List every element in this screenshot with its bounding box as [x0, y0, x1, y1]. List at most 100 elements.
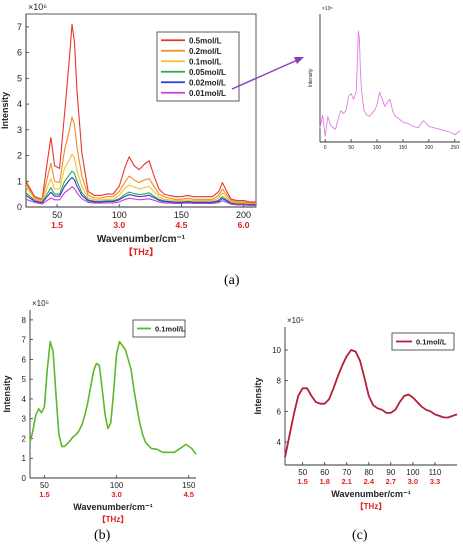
a-y-tick-label: 6 — [17, 48, 22, 58]
c-thz-tick-label: 3.3 — [430, 477, 440, 486]
a-inset-x-tick-label: 200 — [425, 145, 434, 151]
panel-label-a: (a) — [224, 273, 240, 288]
c-y-tick-label: 8 — [277, 377, 282, 386]
a-series-line-3 — [25, 170, 256, 205]
c-legend — [391, 332, 455, 351]
a-y-multiplier: ×10⁶ — [28, 2, 47, 12]
c-y-tick-label: 6 — [277, 407, 282, 416]
c-y-axis-label: Intensity — [253, 377, 263, 414]
a-inset-series-line-0 — [319, 30, 461, 137]
c-series-line-0 — [284, 349, 458, 458]
a-series-line-2 — [25, 153, 256, 205]
a-inset-x-tick-label: 0 — [324, 145, 327, 151]
b-y-multiplier: ×10⁵ — [32, 299, 49, 308]
c-y-tick-label: 4 — [277, 438, 282, 447]
a-inset-x-tick-label: 150 — [399, 145, 408, 151]
chart-b: 0 1 2 3 4 5 6 7 8 50 100 150 1.5 3.0 4.5 ×10⁵ Intensity W… — [2, 299, 197, 524]
inset-pointer-arrowhead — [294, 57, 304, 64]
panel-label-c: (c) — [352, 528, 368, 543]
b-legend — [132, 319, 186, 338]
b-x-tick-label: 50 — [40, 481, 49, 490]
panel-label-b: (b) — [94, 528, 111, 543]
b-y-tick-label: 3 — [22, 415, 27, 424]
b-y-tick-label: 2 — [22, 434, 27, 443]
c-x-tick-label: 60 — [320, 468, 329, 477]
c-x-tick-label: 80 — [364, 468, 373, 477]
a-thz-tick-label: 6.0 — [238, 220, 250, 230]
a-thz-tick-label: 1.5 — [51, 220, 63, 230]
a-x-tick-label: 200 — [236, 210, 251, 220]
a-x-tick-label: 100 — [112, 210, 127, 220]
a-series-line-1 — [25, 116, 256, 204]
c-legend-label: 0.1mol/L — [416, 338, 447, 347]
a-thz-axis-label: 【THz】 — [124, 247, 159, 257]
c-thz-tick-label: 1.8 — [319, 477, 329, 486]
b-y-tick-label: 0 — [22, 474, 27, 483]
a-y-tick-label: 5 — [17, 73, 22, 83]
a-inset-x-tick-label: 250 — [451, 145, 460, 151]
a-inset-x-tick-label: 50 — [348, 145, 354, 151]
a-y-tick-label: 1 — [17, 176, 22, 186]
a-series-line-5 — [25, 186, 256, 207]
a-series-line-4 — [25, 176, 256, 206]
b-thz-axis-label: 【THz】 — [98, 514, 129, 524]
a-inset-x-tick-label: 100 — [373, 145, 382, 151]
c-x-tick-label: 70 — [342, 468, 351, 477]
b-y-tick-label: 6 — [22, 355, 27, 364]
a-legend-label: 0.02mol/L — [189, 78, 226, 87]
a-y-axis-label: Intensity — [0, 92, 10, 129]
a-y-tick-label: 4 — [17, 99, 22, 109]
c-y-tick-label: 10 — [272, 346, 281, 355]
b-thz-tick-label: 1.5 — [39, 490, 49, 499]
b-thz-tick-label: 4.5 — [184, 490, 194, 499]
b-y-tick-label: 1 — [22, 454, 27, 463]
a-legend — [156, 31, 240, 102]
a-y-tick-label: 7 — [17, 22, 22, 32]
c-thz-axis-label: 【THz】 — [356, 501, 387, 511]
a-y-tick-label: 0 — [17, 202, 22, 212]
a-inset-y-multiplier: ×10⁵ — [322, 6, 333, 12]
chart-a: 0 1 2 3 4 5 6 7 50 100 150 200 1.5 3.0 4.5 6.0 ×10⁶ Inten… — [0, 2, 257, 257]
b-y-tick-label: 7 — [22, 336, 27, 345]
a-x-axis-label: Wavenumber/cm⁻¹ — [97, 234, 186, 245]
c-thz-tick-label: 2.1 — [342, 477, 352, 486]
c-x-axis-label: Wavenumber/cm⁻¹ — [331, 489, 410, 499]
a-x-tick-label: 50 — [52, 210, 62, 220]
a-y-tick-label: 2 — [17, 151, 22, 161]
a-legend-label: 0.2mol/L — [189, 47, 222, 56]
chart-a-inset: 0 50 100 150 200 250 ×10⁵ Intensity — [308, 6, 461, 151]
inset-pointer-arrow — [231, 57, 303, 90]
chart-c: 4 6 8 10 50 60 70 80 90 100 110 1.5 1.8 2.1 2.4 2.7 3.0 3… — [253, 316, 458, 511]
c-thz-tick-label: 1.5 — [297, 477, 307, 486]
c-thz-tick-label: 2.4 — [364, 477, 375, 486]
b-y-tick-label: 4 — [22, 395, 27, 404]
c-x-tick-label: 110 — [429, 468, 442, 477]
b-y-axis-label: Intensity — [2, 375, 12, 412]
c-x-tick-label: 50 — [298, 468, 307, 477]
a-series-line-0 — [25, 23, 256, 203]
b-thz-tick-label: 3.0 — [111, 490, 121, 499]
a-legend-label: 0.01mol/L — [189, 89, 226, 98]
a-legend-label: 0.5mol/L — [189, 36, 222, 45]
b-x-axis-label: Wavenumber/cm⁻¹ — [73, 502, 152, 512]
b-series-line-0 — [29, 340, 197, 455]
b-y-tick-label: 8 — [22, 316, 27, 325]
c-thz-tick-label: 2.7 — [386, 477, 396, 486]
a-legend-label: 0.05mol/L — [189, 68, 226, 77]
a-y-tick-label: 3 — [17, 125, 22, 135]
a-inset-plot-frame — [320, 14, 460, 142]
a-x-tick-label: 150 — [174, 210, 189, 220]
c-y-multiplier: ×10⁵ — [287, 316, 304, 325]
c-thz-tick-label: 3.0 — [408, 477, 418, 486]
a-inset-y-axis-label: Intensity — [308, 68, 314, 87]
a-thz-tick-label: 4.5 — [175, 220, 187, 230]
b-y-tick-label: 5 — [22, 375, 27, 384]
b-x-tick-label: 150 — [182, 481, 196, 490]
b-legend-label: 0.1mol/L — [155, 325, 186, 334]
a-thz-tick-label: 3.0 — [113, 220, 125, 230]
b-x-tick-label: 100 — [110, 481, 124, 490]
a-legend-label: 0.1mol/L — [189, 57, 222, 66]
c-x-tick-label: 90 — [386, 468, 395, 477]
c-x-tick-label: 100 — [406, 468, 420, 477]
